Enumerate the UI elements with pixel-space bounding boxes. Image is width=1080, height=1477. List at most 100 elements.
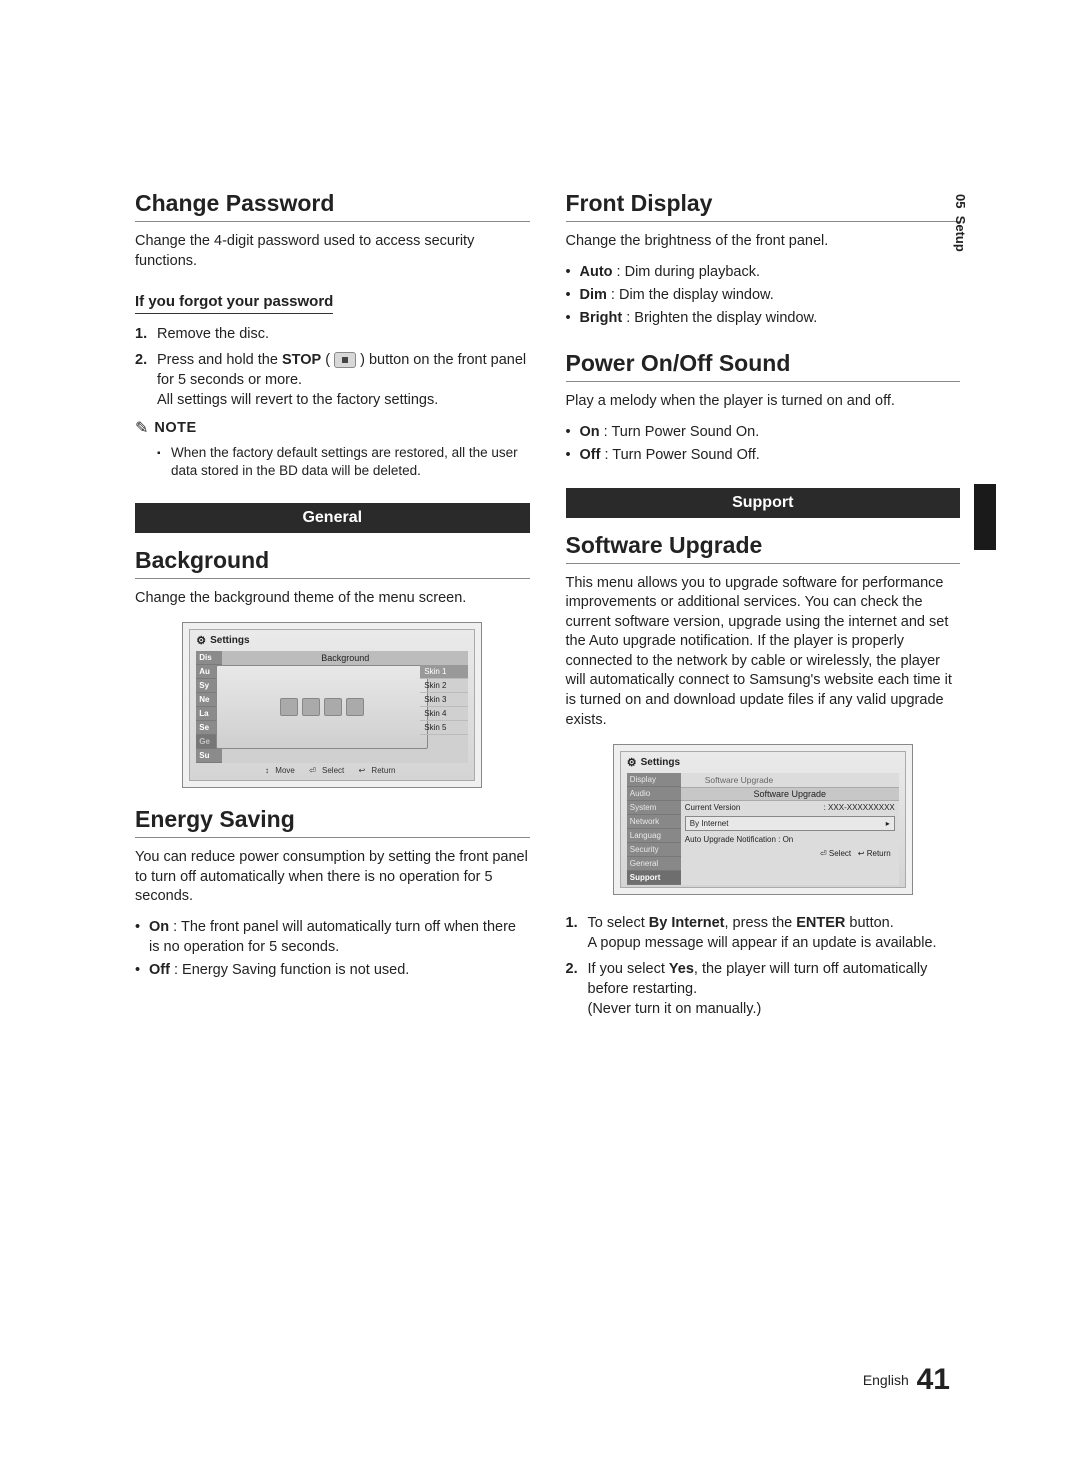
option-label: Off bbox=[580, 447, 601, 463]
step-text: A popup message will appear if an update… bbox=[588, 935, 937, 951]
front-display-heading: Front Display bbox=[566, 190, 961, 222]
option-text: : Dim the display window. bbox=[607, 287, 774, 303]
theme-thumb-icon bbox=[346, 698, 364, 716]
page-footer: English 41 bbox=[863, 1363, 950, 1397]
energy-options: On : The front panel will automatically … bbox=[135, 917, 530, 981]
option-label: On bbox=[149, 919, 169, 935]
skin-option: Skin 2 bbox=[420, 679, 468, 693]
ps-off: Off : Turn Power Sound Off. bbox=[566, 445, 961, 465]
step-number: 1. bbox=[135, 324, 147, 344]
general-section-bar: General bbox=[135, 503, 530, 533]
theme-thumb-icon bbox=[280, 698, 298, 716]
skin-option: Skin 5 bbox=[420, 721, 468, 735]
energy-saving-desc: You can reduce power consumption by sett… bbox=[135, 848, 530, 907]
note-header: ✎ NOTE bbox=[135, 418, 530, 438]
energy-saving-heading: Energy Saving bbox=[135, 806, 530, 838]
note-list: When the factory default settings are re… bbox=[135, 444, 530, 480]
step-1: 1. Remove the disc. bbox=[135, 324, 530, 344]
step-text: ( bbox=[321, 352, 334, 368]
step-text: Press and hold the bbox=[157, 352, 282, 368]
ss-foot-move: Move bbox=[275, 766, 295, 775]
auto-notif-label: Auto Upgrade Notification : On bbox=[685, 835, 794, 844]
ss-by-internet-row: By Internet ▸ bbox=[685, 816, 895, 831]
ss-sidebar-item: Security bbox=[627, 843, 681, 857]
background-desc: Change the background theme of the menu … bbox=[135, 589, 530, 609]
ss-main: Background Skin 1 Skin 2 Skin 3 Skin 4 bbox=[222, 651, 468, 763]
power-sound-desc: Play a melody when the player is turned … bbox=[566, 392, 961, 412]
skin-option: Skin 4 bbox=[420, 707, 468, 721]
ss2-footer: ⏎ Select ↩ Return bbox=[681, 846, 899, 861]
ss-foot-select: Select bbox=[322, 766, 344, 775]
note-label: NOTE bbox=[154, 420, 196, 436]
ss-title-label: Settings bbox=[210, 635, 249, 646]
power-sound-options: On : Turn Power Sound On. Off : Turn Pow… bbox=[566, 422, 961, 466]
energy-off: Off : Energy Saving function is not used… bbox=[135, 960, 530, 980]
note-icon: ✎ bbox=[135, 418, 148, 438]
cv-value: : XXX-XXXXXXXXX bbox=[824, 803, 895, 812]
forgot-password-steps: 1. Remove the disc. 2. Press and hold th… bbox=[135, 324, 530, 410]
gear-icon: ⚙ bbox=[196, 634, 206, 647]
step-text: Remove the disc. bbox=[157, 326, 269, 342]
software-upgrade-desc: This menu allows you to upgrade software… bbox=[566, 574, 961, 731]
step-number: 2. bbox=[135, 350, 147, 370]
ss-current-version-row: Current Version : XXX-XXXXXXXXX bbox=[681, 801, 899, 814]
software-upgrade-steps: 1. To select By Internet, press the ENTE… bbox=[566, 913, 961, 1019]
chapter-label: Setup bbox=[953, 216, 968, 252]
option-text: : Turn Power Sound On. bbox=[600, 424, 760, 440]
chapter-tab: 05 Setup bbox=[953, 194, 968, 255]
option-label: Bright bbox=[580, 310, 623, 326]
cv-label: Current Version bbox=[685, 803, 741, 812]
software-upgrade-screenshot: ⚙ Settings Display Audio System Network L… bbox=[613, 744, 913, 895]
ss2-sidebar: Display Audio System Network Languag Sec… bbox=[627, 773, 681, 885]
ss-sidebar-item: System bbox=[627, 801, 681, 815]
step-text: (Never turn it on manually.) bbox=[588, 1001, 762, 1017]
step-number: 1. bbox=[566, 913, 578, 933]
stop-label: STOP bbox=[282, 352, 321, 368]
footer-page-number: 41 bbox=[917, 1363, 950, 1396]
enter-bold: ENTER bbox=[796, 915, 845, 931]
skin-option: Skin 1 bbox=[420, 665, 468, 679]
option-text: : Dim during playback. bbox=[613, 264, 760, 280]
software-upgrade-heading: Software Upgrade bbox=[566, 532, 961, 564]
theme-thumb-icon bbox=[302, 698, 320, 716]
page-content: Change Password Change the 4-digit passw… bbox=[0, 0, 1080, 1105]
sw-step-2: 2. If you select Yes, the player will tu… bbox=[566, 959, 961, 1019]
option-label: Off bbox=[149, 962, 170, 978]
ps-on: On : Turn Power Sound On. bbox=[566, 422, 961, 442]
ss-sidebar-item: General bbox=[627, 857, 681, 871]
ss2-main: Software Upgrade Software Upgrade Curren… bbox=[681, 773, 899, 885]
theme-thumb-icon bbox=[324, 698, 342, 716]
ss-foot-return: Return bbox=[867, 849, 891, 858]
fd-dim: Dim : Dim the display window. bbox=[566, 285, 961, 305]
option-label: On bbox=[580, 424, 600, 440]
change-password-heading: Change Password bbox=[135, 190, 530, 222]
support-section-bar: Support bbox=[566, 488, 961, 518]
power-sound-heading: Power On/Off Sound bbox=[566, 350, 961, 382]
ss-sidebar-item: Audio bbox=[627, 787, 681, 801]
footer-language: English bbox=[863, 1372, 909, 1388]
ss-footer: ↕ Move ⏎ Select ↩ Return bbox=[196, 763, 468, 778]
skin-option: Skin 3 bbox=[420, 693, 468, 707]
step-text: To select bbox=[588, 915, 649, 931]
option-text: : Brighten the display window. bbox=[622, 310, 817, 326]
ss-sidebar-item: Dis bbox=[196, 651, 222, 665]
yes-bold: Yes bbox=[669, 961, 694, 977]
ss-popup-title: Background bbox=[222, 651, 468, 666]
gear-icon: ⚙ bbox=[627, 756, 637, 769]
step-text: If you select bbox=[588, 961, 669, 977]
step-text: , press the bbox=[725, 915, 797, 931]
ss-foot-return: Return bbox=[371, 766, 395, 775]
thumb-index-marker bbox=[974, 484, 996, 550]
note-item: When the factory default settings are re… bbox=[157, 444, 530, 480]
ss-foot-select: Select bbox=[829, 849, 851, 858]
background-heading: Background bbox=[135, 547, 530, 579]
step-text: All settings will revert to the factory … bbox=[157, 392, 438, 408]
ss-row-head: Software Upgrade bbox=[681, 773, 899, 787]
ss-sidebar-item: Network bbox=[627, 815, 681, 829]
ss-title-label: Settings bbox=[641, 757, 680, 768]
ss-row-head-selected: Software Upgrade bbox=[681, 787, 899, 801]
arrow-icon: ▸ bbox=[886, 819, 890, 828]
energy-on: On : The front panel will automatically … bbox=[135, 917, 530, 958]
by-internet-bold: By Internet bbox=[649, 915, 725, 931]
ss-auto-notif-row: Auto Upgrade Notification : On bbox=[681, 833, 899, 846]
